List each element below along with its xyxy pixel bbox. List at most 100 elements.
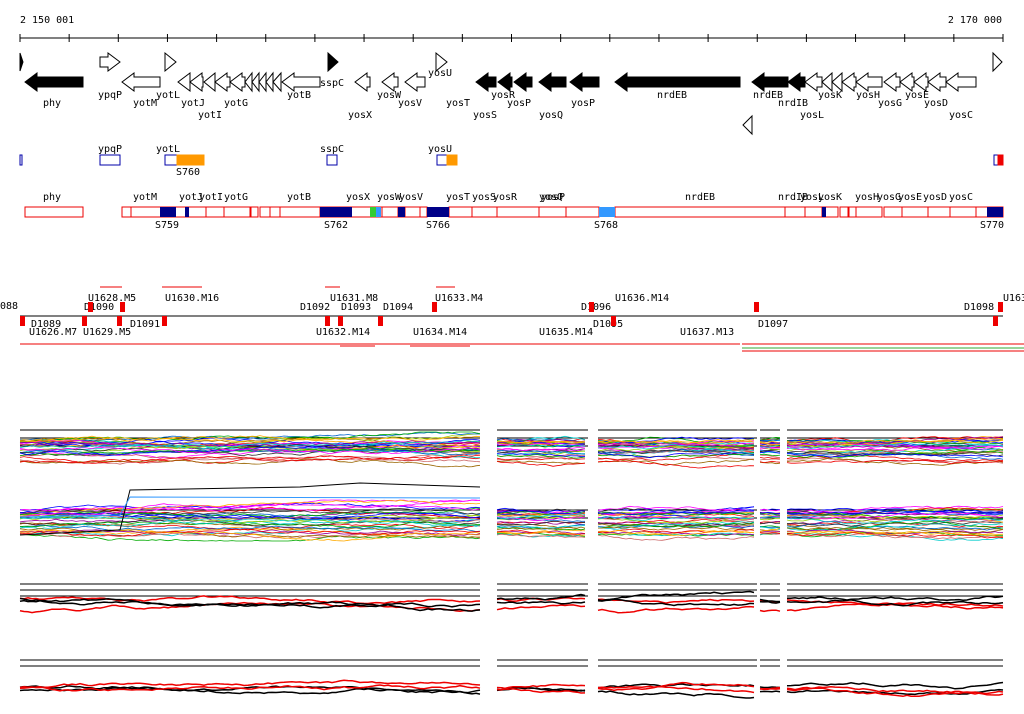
transcript-label: yosH	[855, 192, 879, 203]
gene-arrow	[900, 73, 914, 91]
segment-label: S768	[594, 220, 618, 231]
feature-box	[100, 155, 120, 165]
regulator-label: U1637.M13	[680, 327, 734, 338]
gene-label: yotB	[287, 90, 311, 101]
feature-box	[327, 155, 337, 165]
segment-box	[320, 207, 352, 217]
transcript-box	[785, 207, 805, 217]
gene-arrow	[405, 73, 425, 91]
transcript-box	[405, 207, 420, 217]
gene-label: yosH	[856, 90, 880, 101]
expression-line	[598, 607, 754, 613]
transcript-label: phy	[43, 192, 61, 203]
gene-arrow	[884, 73, 900, 91]
expression-line	[787, 596, 1003, 600]
transcript-box	[472, 207, 497, 217]
gene-arrow	[856, 73, 882, 91]
transcript-box	[122, 207, 131, 217]
gene-label: ypqP	[98, 90, 122, 101]
feature-label: sspC	[320, 144, 344, 155]
transcript-box	[615, 207, 785, 217]
segment-box	[987, 207, 1003, 217]
gene-label: yosS	[473, 110, 497, 121]
gene-arrow	[928, 73, 946, 91]
gene-arrow	[230, 73, 245, 91]
expression-line	[760, 691, 780, 692]
expression-line	[598, 691, 754, 698]
site-mark	[88, 302, 93, 312]
regulator-label: U1629.M5	[83, 327, 131, 338]
gene-label: yosU	[428, 68, 452, 79]
transcript-box	[849, 207, 856, 217]
regulator-label: U1626.M7	[29, 327, 77, 338]
ruler-start: 2 150 001	[20, 15, 74, 26]
ruler-end: 2 170 000	[948, 15, 1002, 26]
transcript-label: yotG	[224, 192, 248, 203]
segment-box	[376, 207, 381, 217]
gene-label: yosK	[818, 90, 842, 101]
segment-box	[427, 207, 449, 217]
gene-arrow	[615, 73, 740, 91]
expression-line	[760, 459, 780, 460]
regulator-label: D1098	[964, 302, 994, 313]
site-mark	[20, 316, 25, 326]
regulator-label: D1091	[130, 319, 160, 330]
gene-arrow	[822, 73, 832, 91]
transcript-box	[382, 207, 398, 217]
site-mark	[993, 316, 998, 326]
gene-arrow	[832, 73, 842, 91]
gene-label: yosC	[949, 110, 973, 121]
feature-label: yotL	[156, 144, 180, 155]
transcript-box	[950, 207, 976, 217]
gene-label: yosP	[571, 98, 595, 109]
transcript-box	[206, 207, 224, 217]
transcript-box	[856, 207, 882, 217]
transcript-box	[224, 207, 250, 217]
gene-arrow	[382, 73, 398, 91]
gene-arrow	[514, 73, 532, 91]
transcript-box	[420, 207, 427, 217]
site-mark	[162, 316, 167, 326]
transcript-label: yotM	[133, 192, 157, 203]
segment-box	[370, 207, 376, 217]
site-mark	[338, 316, 343, 326]
transcript-box	[902, 207, 928, 217]
site-mark	[378, 316, 383, 326]
gene-label: yotJ	[181, 98, 205, 109]
feature-label: S760	[176, 167, 200, 178]
site-mark	[120, 302, 125, 312]
gene-label: yosG	[878, 98, 902, 109]
gene-arrow	[266, 73, 273, 91]
gene-arrow	[252, 73, 259, 91]
gene-arrow	[498, 73, 512, 91]
transcript-box	[251, 207, 258, 217]
gene-label: yosL	[800, 110, 824, 121]
feature-box	[177, 155, 204, 165]
transcript-label: yosR	[493, 192, 518, 203]
gene-arrow	[476, 73, 496, 91]
regulator-label: 088	[0, 301, 18, 312]
segment-box	[185, 207, 189, 217]
transcript-label: yosD	[923, 192, 947, 203]
expression-line	[497, 685, 585, 689]
feature-box	[20, 155, 22, 165]
expression-line	[760, 523, 780, 524]
segment-label: S762	[324, 220, 348, 231]
transcript-box	[497, 207, 539, 217]
transcript-label: yotI	[199, 192, 223, 203]
gene-arrow	[914, 73, 928, 91]
gene-arrow	[190, 73, 203, 91]
segment-label: S759	[155, 220, 179, 231]
gene-label: yosD	[924, 98, 948, 109]
gene-arrow	[282, 73, 320, 91]
gene-arrow	[539, 73, 566, 91]
site-mark	[998, 302, 1003, 312]
transcript-label: yosX	[346, 192, 370, 203]
gene-arrow	[204, 73, 215, 91]
expression-line	[598, 459, 754, 464]
site-mark	[589, 302, 594, 312]
site-mark	[82, 316, 87, 326]
feature-box	[165, 155, 177, 165]
transcript-box	[805, 207, 822, 217]
expression-line	[497, 602, 585, 604]
